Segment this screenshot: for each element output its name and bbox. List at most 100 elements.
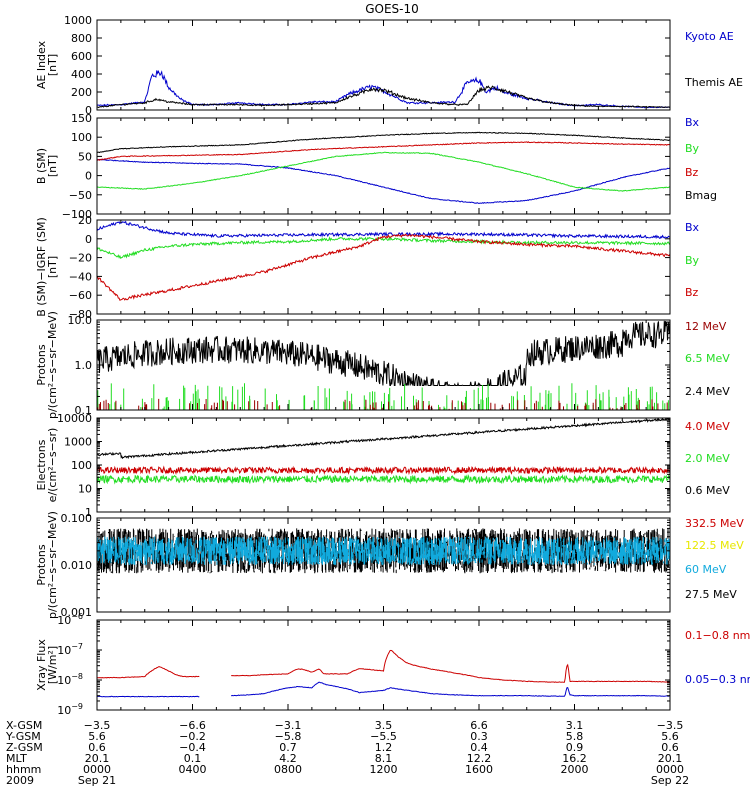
legend-kyoto-ae: Kyoto AE bbox=[685, 30, 734, 43]
y-axis-label: e/(cm²−s−sr) bbox=[46, 428, 59, 503]
ephemeris-value: 1.2 bbox=[375, 741, 393, 754]
legend-0-05-0-3-nm: 0.05−0.3 nm bbox=[685, 673, 750, 686]
ephemeris-value: 5.8 bbox=[566, 730, 584, 743]
ephemeris-row-label: Y-GSM bbox=[5, 730, 41, 743]
ephemeris-value: 20.1 bbox=[658, 752, 683, 765]
panel-plot-area bbox=[97, 131, 670, 204]
panel-plot-area bbox=[97, 649, 670, 698]
ephemeris-value: −0.4 bbox=[179, 741, 206, 754]
legend-4-0-mev: 4.0 MeV bbox=[685, 420, 730, 433]
y-tick-label: 10−8 bbox=[57, 672, 83, 687]
y-tick-label: 1000 bbox=[64, 14, 92, 27]
y-tick-label: 0.100 bbox=[61, 512, 93, 525]
ephemeris-value: Sep 21 bbox=[78, 774, 116, 787]
legend-bz: Bz bbox=[685, 286, 699, 299]
y-tick-label: 10 bbox=[78, 483, 92, 496]
legend-27-5-mev: 27.5 MeV bbox=[685, 588, 737, 601]
y-tick-label: 600 bbox=[71, 50, 92, 63]
panel-frame bbox=[96, 417, 671, 513]
ephemeris-value: 20.1 bbox=[85, 752, 110, 765]
y-axis-label: [nT] bbox=[46, 155, 59, 177]
legend-by: By bbox=[685, 142, 700, 155]
ephemeris-value: 12.2 bbox=[467, 752, 492, 765]
legend-by: By bbox=[685, 254, 700, 267]
y-tick-label: 0 bbox=[85, 233, 92, 246]
ephemeris-value: 0.4 bbox=[470, 741, 488, 754]
y-tick-label: 0.010 bbox=[61, 559, 93, 572]
y-tick-label: 400 bbox=[71, 68, 92, 81]
ephemeris-value: 3.5 bbox=[375, 719, 393, 732]
series-by-line bbox=[97, 151, 670, 192]
series-0-6-mev-line bbox=[97, 418, 670, 460]
ephemeris-value: −3.5 bbox=[84, 719, 111, 732]
legend-122-5-mev: 122.5 MeV bbox=[685, 539, 744, 552]
plot-title: GOES-10 bbox=[365, 2, 419, 16]
y-axis-label: Xray Flux bbox=[35, 639, 48, 691]
ephemeris-value: 1200 bbox=[370, 763, 398, 776]
ephemeris-value: −3.5 bbox=[657, 719, 684, 732]
ephemeris-value: 0.7 bbox=[279, 741, 297, 754]
legend-0-6-mev: 0.6 MeV bbox=[685, 484, 730, 497]
ephemeris-value: −3.1 bbox=[275, 719, 302, 732]
series-12-mev-spikes bbox=[97, 398, 668, 410]
y-tick-label: 100 bbox=[71, 459, 92, 472]
ephemeris-value: 2000 bbox=[561, 763, 589, 776]
legend-bx: Bx bbox=[685, 221, 700, 234]
series-60-mev-line bbox=[97, 536, 670, 566]
y-tick-label: −20 bbox=[69, 252, 92, 265]
y-tick-label: 10−9 bbox=[57, 702, 83, 717]
y-tick-label: 100 bbox=[71, 131, 92, 144]
ephemeris-value: 0.6 bbox=[88, 741, 106, 754]
series-2-0-mev-line bbox=[97, 474, 670, 485]
panel-1: 0 200 400 600 800 1000 AE Index[nT] Kyoto AE The… bbox=[35, 14, 743, 117]
y-axis-label: B (SM)−IGRF (SM) bbox=[35, 217, 48, 317]
y-axis-label: p/(cm²−s−sr−MeV) bbox=[46, 511, 59, 619]
y-tick-label: −100 bbox=[62, 208, 92, 221]
y-axis-label: Protons bbox=[35, 544, 48, 585]
legend-bx: Bx bbox=[685, 116, 700, 129]
series-0-05-0-3-nm-line bbox=[97, 681, 670, 698]
legend-6-5-mev: 6.5 MeV bbox=[685, 352, 730, 365]
series-4-0-mev-line bbox=[97, 465, 670, 476]
panel-3: 20 0 −20 −40 −60 −80 B (SM)−IGRF (SM)[nT] Bx By B… bbox=[35, 214, 700, 321]
y-tick-label: 0 bbox=[85, 104, 92, 117]
series-2-4-mev-line bbox=[97, 320, 670, 388]
ephemeris-value: 1600 bbox=[465, 763, 493, 776]
ephemeris-value: 0800 bbox=[274, 763, 302, 776]
ephemeris-value: 0.6 bbox=[661, 741, 679, 754]
ephemeris-row-label: hhmm bbox=[6, 763, 41, 776]
legend-themis-ae: Themis AE bbox=[684, 76, 743, 89]
y-tick-label: 150 bbox=[71, 112, 92, 125]
y-tick-label: 10−6 bbox=[57, 612, 83, 627]
legend-bmag: Bmag bbox=[685, 189, 717, 202]
ephemeris-value: 3.1 bbox=[566, 719, 584, 732]
series-bmag-line bbox=[97, 131, 670, 154]
y-tick-label: 10.0 bbox=[68, 314, 93, 327]
y-tick-label: −50 bbox=[69, 189, 92, 202]
series-bx-line bbox=[97, 158, 670, 204]
ephemeris-value: 0.3 bbox=[470, 730, 488, 743]
legend-0-1-0-8-nm: 0.1−0.8 nm bbox=[685, 629, 750, 642]
ephemeris-value: 4.2 bbox=[279, 752, 297, 765]
y-tick-label: −60 bbox=[69, 289, 92, 302]
ephemeris-value: 16.2 bbox=[562, 752, 587, 765]
y-tick-label: 1.0 bbox=[75, 359, 93, 372]
y-tick-label: −80 bbox=[69, 308, 92, 321]
y-axis-label: B (SM) bbox=[35, 148, 48, 184]
y-tick-label: 0.001 bbox=[61, 606, 93, 619]
y-axis-label: Protons bbox=[35, 344, 48, 385]
ephemeris-value: 6.6 bbox=[470, 719, 488, 732]
panel-plot-area bbox=[97, 418, 670, 485]
ephemeris-row-label: Z-GSM bbox=[6, 741, 43, 754]
panel-frame bbox=[96, 19, 671, 111]
ephemeris-value: 0.1 bbox=[184, 752, 202, 765]
legend-60-mev: 60 MeV bbox=[685, 563, 727, 576]
ephemeris-value: 0000 bbox=[656, 763, 684, 776]
panel-plot-area bbox=[97, 220, 670, 301]
series-bz-line bbox=[97, 141, 670, 161]
legend-12-mev: 12 MeV bbox=[685, 320, 727, 333]
panel-2: 150 100 50 0 −50 −100 B (SM)[nT] Bx By Bz Bmag bbox=[35, 112, 717, 221]
ephemeris-value: 5.6 bbox=[88, 730, 106, 743]
